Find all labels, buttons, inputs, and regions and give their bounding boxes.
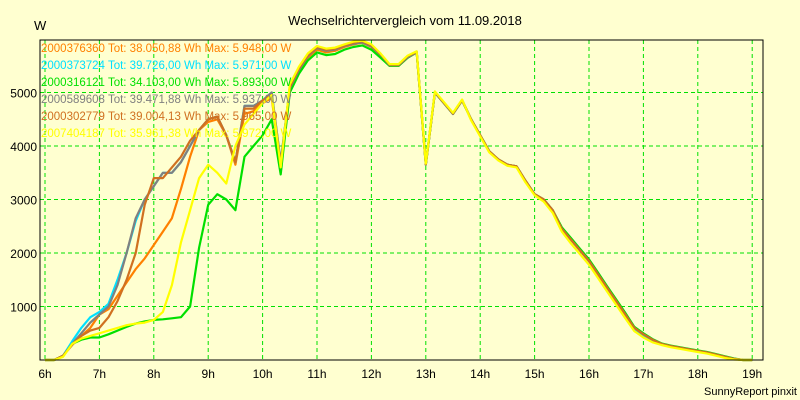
y-tick-label: 4000 xyxy=(10,140,37,154)
x-tick-label: 15h xyxy=(525,367,545,381)
x-tick-label: 12h xyxy=(361,367,381,381)
legend-entry-2000376360: 2000376360 Tot: 38.050,88 Wh Max: 5.948,… xyxy=(41,43,292,55)
footer-credit: SunnyReport pinxit xyxy=(704,386,797,398)
legend: 2000376360 Tot: 38.050,88 Wh Max: 5.948,… xyxy=(41,43,292,140)
x-tick-label: 19h xyxy=(742,367,762,381)
x-tick-label: 16h xyxy=(579,367,599,381)
x-tick-label: 6h xyxy=(38,367,51,381)
x-tick-label: 9h xyxy=(202,367,215,381)
plot-frame xyxy=(39,39,764,361)
y-axis-label: W xyxy=(34,18,47,33)
x-tick-label: 8h xyxy=(147,367,160,381)
x-tick-label: 13h xyxy=(416,367,436,381)
legend-entry-2000373724: 2000373724 Tot: 39.726,00 Wh Max: 5.971,… xyxy=(41,60,292,72)
legend-entry-2000302779: 2000302779 Tot: 39.004,13 Wh Max: 5.965,… xyxy=(41,111,292,123)
y-tick-label: 1000 xyxy=(10,301,37,315)
y-tick-labels: 1000 2000 3000 4000 5000 xyxy=(10,87,37,315)
legend-entry-2000316121: 2000316121 Tot: 34.103,00 Wh Max: 5.893,… xyxy=(41,77,292,89)
y-tick-label: 2000 xyxy=(10,247,37,261)
series-line-2000376360 xyxy=(45,41,753,362)
legend-entry-2007404187: 2007404187 Tot: 35.961,38 Wh Max: 5.972,… xyxy=(41,128,292,140)
series-line-2007404187 xyxy=(45,39,753,362)
grid xyxy=(40,40,763,360)
x-tick-label: 10h xyxy=(253,367,273,381)
x-tick-label: 18h xyxy=(688,367,708,381)
x-tick-label: 17h xyxy=(633,367,653,381)
x-tick-labels: 6h 7h 8h 9h 10h 11h 12h 13h 14h 15h 16h 17h 18h 19h xyxy=(38,367,762,381)
x-tick-label: 14h xyxy=(470,367,490,381)
series-line-2000589608 xyxy=(45,41,753,362)
y-tick-label: 5000 xyxy=(10,87,37,101)
legend-entry-2000589608: 2000589608 Tot: 39.471,88 Wh Max: 5.937,… xyxy=(41,94,292,106)
y-tick-label: 3000 xyxy=(10,194,37,208)
chart-title: Wechselrichtervergleich vom 11.09.2018 xyxy=(288,13,522,28)
x-tick-label: 11h xyxy=(307,367,326,381)
series-lines xyxy=(45,39,753,362)
x-tick-label: 7h xyxy=(93,367,106,381)
